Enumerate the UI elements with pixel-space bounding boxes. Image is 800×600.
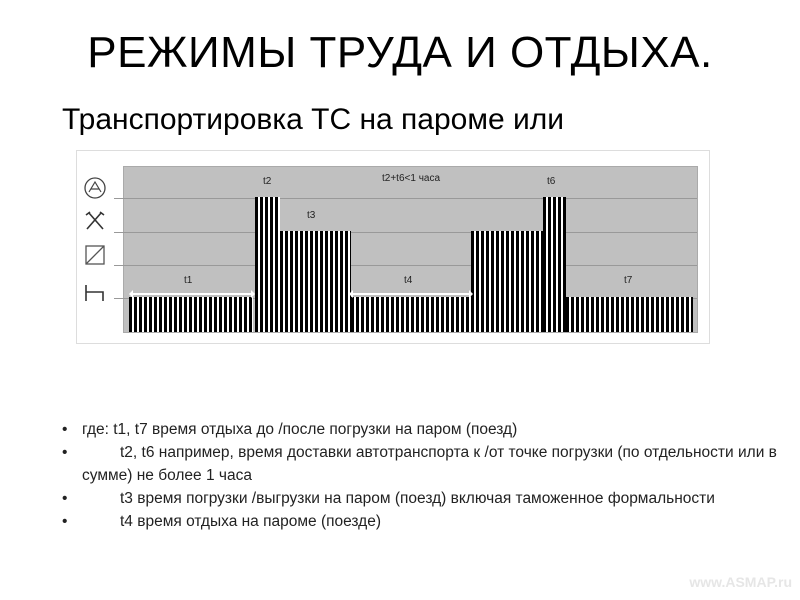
segment-t6 <box>543 197 566 332</box>
label-t3: t3 <box>307 210 316 221</box>
work-line <box>114 232 697 233</box>
label-t4: t4 <box>404 275 413 286</box>
work-icon <box>85 211 105 230</box>
segment-t5 <box>471 231 543 332</box>
bullet-item: t3 время погрузки /выгрузки на паром (по… <box>62 487 782 510</box>
slide-subtitle: Транспортировка ТС на пароме или <box>62 103 565 136</box>
label-t2: t2 <box>263 176 272 187</box>
segment-t7 <box>566 297 693 332</box>
label-t7: t7 <box>624 275 633 286</box>
work-rest-diagram: t2 t2+t6<1 часа t6 t3 t1 t4 t7 <box>76 150 710 344</box>
watermark: www.ASMAP.ru <box>689 574 792 590</box>
bullet-item: t4 время отдыха на пароме (поезде) <box>62 510 782 533</box>
slide-title: РЕЖИМЫ ТРУДА И ОТДЫХА. <box>87 28 713 77</box>
t1-arrow <box>129 290 255 298</box>
segment-t3 <box>280 231 351 332</box>
bullet-list: где: t1, t7 время отдыха до /после погру… <box>62 418 782 533</box>
bullet-item: t2, t6 например, время доставки автотран… <box>62 441 782 487</box>
driving-icon <box>84 177 106 199</box>
segment-t2 <box>255 197 280 332</box>
driving-line <box>114 198 697 199</box>
bullet-item: где: t1, t7 время отдыха до /после погру… <box>62 418 782 441</box>
segment-t1 <box>129 297 253 332</box>
plot-area: t2 t2+t6<1 часа t6 t3 t1 t4 t7 <box>114 166 698 333</box>
t4-arrow <box>349 290 473 298</box>
label-t6: t6 <box>547 176 556 187</box>
availability-icon <box>85 245 105 265</box>
rest-icon <box>85 285 104 301</box>
segment-t4 <box>351 297 471 332</box>
label-t1: t1 <box>184 275 193 286</box>
availability-line <box>114 265 697 266</box>
label-note: t2+t6<1 часа <box>382 173 441 184</box>
